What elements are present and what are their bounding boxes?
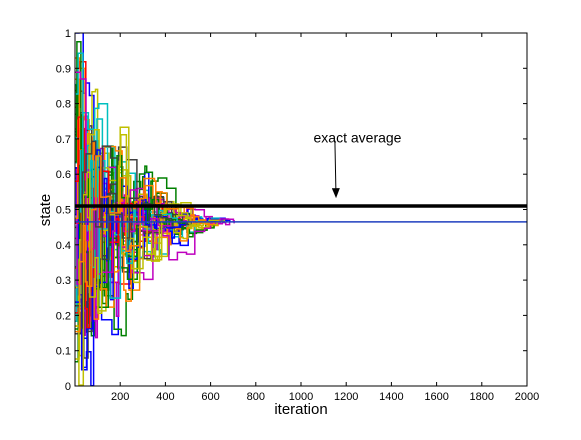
annotation-text: exact average: [314, 129, 402, 145]
node-state-series: [75, 140, 173, 329]
y-tick-label: 0.7: [56, 134, 71, 146]
x-tick-label: 400: [156, 391, 174, 403]
y-axis-ticks: 0 0.1 0.2 0.3 0.4 0.5 0.6 0.7 0.8 0.9 1: [56, 28, 527, 393]
annotation: exact average: [314, 129, 402, 199]
x-tick-label: 1800: [470, 391, 494, 403]
y-tick-label: 0.6: [56, 169, 71, 181]
x-tick-label: 1000: [289, 391, 313, 403]
y-tick-label: 0.5: [56, 205, 71, 217]
x-axis-ticks: 200 400 600 800 1000 1200 1400 1600 1800 2000: [111, 33, 539, 403]
y-tick-label: 0.3: [56, 275, 71, 287]
node-series-group: [75, 33, 235, 386]
y-tick-label: 0: [65, 381, 71, 393]
x-tick-label: 800: [247, 391, 265, 403]
x-tick-label: 200: [111, 391, 129, 403]
y-tick-label: 0.4: [56, 240, 71, 252]
x-tick-label: 1200: [334, 391, 358, 403]
y-tick-label: 0.1: [56, 346, 71, 358]
x-axis-label: iteration: [274, 401, 327, 418]
x-tick-label: 600: [201, 391, 219, 403]
reference-lines: [75, 204, 527, 223]
x-tick-label: 1600: [424, 391, 448, 403]
annotation-arrow: [331, 140, 340, 199]
node-state-series: [75, 155, 215, 333]
x-tick-label: 1400: [379, 391, 403, 403]
y-tick-label: 0.2: [56, 310, 71, 322]
y-tick-label: 0.9: [56, 63, 71, 75]
x-tick-label: 2000: [515, 391, 539, 403]
y-tick-label: 1: [65, 28, 71, 40]
y-axis-label: state: [37, 194, 54, 227]
y-tick-label: 0.8: [56, 99, 71, 111]
